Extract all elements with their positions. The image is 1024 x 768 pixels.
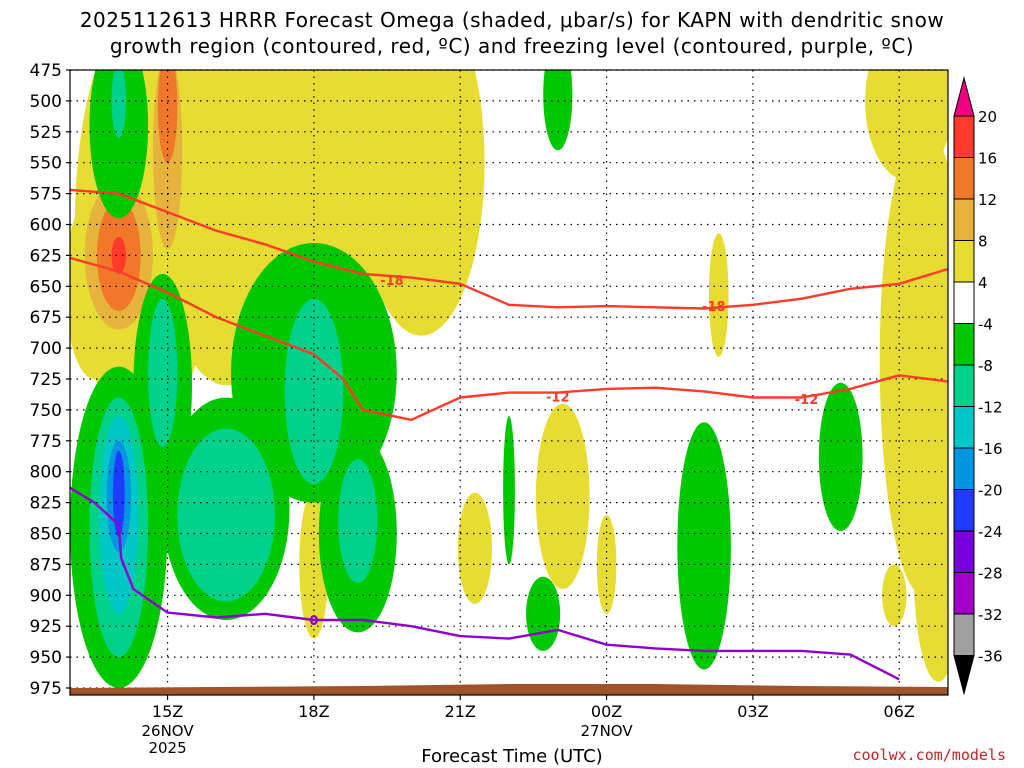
y-tick-label-800: 800	[30, 463, 62, 483]
y-tick-label-600: 600	[30, 216, 62, 236]
dgz-12-line	[70, 256, 948, 421]
omega-region-plus4-7	[457, 492, 492, 604]
omega-region-minus4-0	[89, 70, 149, 219]
dgz-18-line	[70, 188, 948, 310]
colorbar-label-minus12: -12	[978, 399, 1003, 417]
x-tick-sublabel-26NOV: 26NOV	[141, 722, 194, 740]
dgz-18-label-1: -18	[702, 300, 726, 315]
y-tick-label-825: 825	[30, 494, 62, 514]
colorbar-box-0	[953, 115, 975, 158]
omega-region-plus4-5	[357, 70, 485, 336]
x-tick-label-18Z: 18Z	[298, 702, 329, 721]
colorbar-box-3	[953, 240, 975, 283]
y-tick-label-750: 750	[30, 401, 62, 421]
colorbar-box-12	[953, 613, 975, 656]
omega-region-plus16-0	[111, 236, 127, 274]
omega-region-minus4-7	[526, 576, 561, 651]
omega-region-plus4-14	[882, 564, 907, 627]
colorbar-arrow-bottom	[953, 655, 975, 696]
omega-region-minus8-3	[284, 298, 344, 485]
x-tick-label-06Z: 06Z	[884, 702, 915, 721]
y-tick-label-950: 950	[30, 648, 62, 668]
y-tick-label-625: 625	[30, 246, 62, 266]
colorbar-box-5	[953, 323, 975, 366]
colorbar-arrow-top	[953, 76, 975, 117]
dgz-12-label-0: -12	[546, 390, 570, 405]
omega-region-plus12-1	[157, 70, 178, 163]
y-tick-label-675: 675	[30, 308, 62, 328]
plot-frame	[69, 69, 949, 696]
omega-region-plus4-10	[708, 233, 729, 357]
colorbar-label-4: 4	[978, 274, 988, 292]
omega-region-minus4-8	[543, 70, 573, 151]
colorbar-label-minus24: -24	[978, 523, 1003, 541]
x-tick-label-15Z: 15Z	[152, 702, 183, 721]
y-tick-label-925: 925	[30, 617, 62, 637]
y-tick-label-650: 650	[30, 277, 62, 297]
chart-title-line-1: 2025112613 HRRR Forecast Omega (shaded, …	[79, 8, 945, 32]
y-tick-label-900: 900	[30, 586, 62, 606]
y-tick-label-725: 725	[30, 370, 62, 390]
omega-region-minus4-6	[503, 416, 515, 565]
colorbar-label-16: 16	[978, 150, 997, 168]
x-tick-label-00Z: 00Z	[591, 702, 622, 721]
credit-text: coolwx.com/models	[852, 746, 1006, 764]
y-tick-label-850: 850	[30, 525, 62, 545]
dgz-18-label-0: -18	[380, 274, 404, 289]
omega-region-minus8-1	[148, 298, 178, 447]
colorbar-box-10	[953, 530, 975, 573]
colorbar-box-1	[953, 157, 975, 200]
dgz-12-label-1: -12	[795, 393, 819, 408]
freezing-0-label-0: 0	[309, 614, 318, 629]
omega-region-minus4-9	[677, 422, 731, 670]
colorbar-label-12: 12	[978, 191, 997, 209]
colorbar-label-minus36: -36	[978, 648, 1003, 666]
y-tick-label-575: 575	[30, 185, 62, 205]
y-tick-label-775: 775	[30, 432, 62, 452]
x-tick-label-21Z: 21Z	[445, 702, 476, 721]
freezing-0-line	[70, 486, 900, 681]
colorbar-box-9	[953, 489, 975, 532]
colorbar-label-minus16: -16	[978, 440, 1003, 458]
y-tick-label-550: 550	[30, 154, 62, 174]
x-axis-label: Forecast Time (UTC)	[421, 746, 603, 767]
colorbar-label-minus4: -4	[978, 316, 993, 334]
colorbar-label-minus28: -28	[978, 565, 1003, 583]
omega-region-minus4-10	[818, 382, 863, 532]
y-tick-label-475: 475	[30, 61, 62, 81]
omega-region-minus8-2	[177, 428, 275, 602]
colorbar-box-8	[953, 447, 975, 490]
colorbar-box-7	[953, 406, 975, 449]
colorbar-box-11	[953, 572, 975, 615]
colorbar-label-minus8: -8	[978, 357, 993, 375]
terrain-strip	[70, 684, 948, 695]
x-tick-sublabel-27NOV: 27NOV	[580, 722, 633, 740]
colorbar-label-minus32: -32	[978, 606, 1003, 624]
y-tick-label-500: 500	[30, 92, 62, 112]
y-tick-label-525: 525	[30, 123, 62, 143]
colorbar-box-4	[953, 281, 975, 324]
chart-title-line-2: growth region (contoured, red, ºC) and f…	[109, 34, 915, 58]
colorbar-label-20: 20	[978, 108, 997, 126]
omega-region-minus8-5	[111, 70, 127, 138]
y-tick-label-875: 875	[30, 555, 62, 575]
y-tick-label-700: 700	[30, 339, 62, 359]
colorbar-label-minus20: -20	[978, 482, 1003, 500]
colorbar-box-6	[953, 364, 975, 407]
colorbar-label-8: 8	[978, 233, 988, 251]
omega-region-plus4-8	[535, 403, 590, 590]
colorbar-box-2	[953, 198, 975, 241]
y-tick-label-975: 975	[30, 679, 62, 699]
x-tick-label-03Z: 03Z	[737, 702, 768, 721]
omega-region-minus8-4	[338, 459, 378, 583]
x-tick-sublabel-2025: 2025	[148, 739, 186, 757]
